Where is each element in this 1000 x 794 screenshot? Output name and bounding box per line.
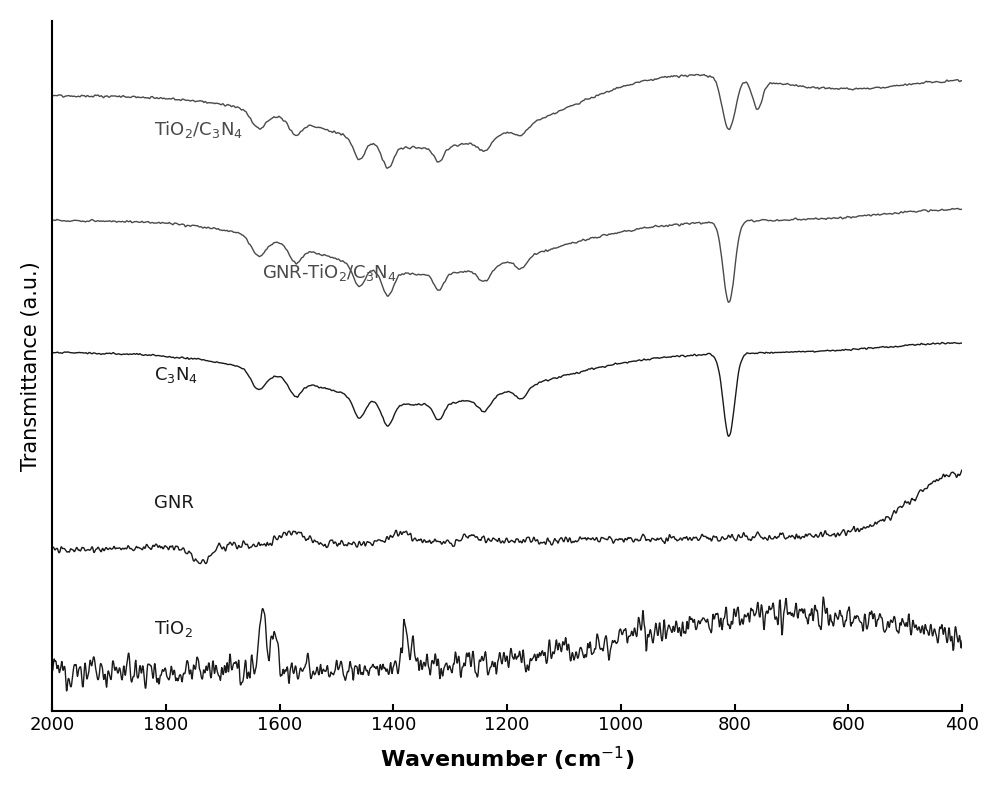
Text: TiO$_2$: TiO$_2$ <box>154 619 193 639</box>
Y-axis label: Transmittance (a.u.): Transmittance (a.u.) <box>21 261 41 471</box>
Text: TiO$_2$/C$_3$N$_4$: TiO$_2$/C$_3$N$_4$ <box>154 119 243 140</box>
Text: C$_3$N$_4$: C$_3$N$_4$ <box>154 364 199 384</box>
Text: GNR-TiO$_2$/C$_3$N$_4$: GNR-TiO$_2$/C$_3$N$_4$ <box>262 263 397 283</box>
Text: GNR: GNR <box>154 494 194 512</box>
X-axis label: Wavenumber (cm$^{-1}$): Wavenumber (cm$^{-1}$) <box>380 745 634 773</box>
